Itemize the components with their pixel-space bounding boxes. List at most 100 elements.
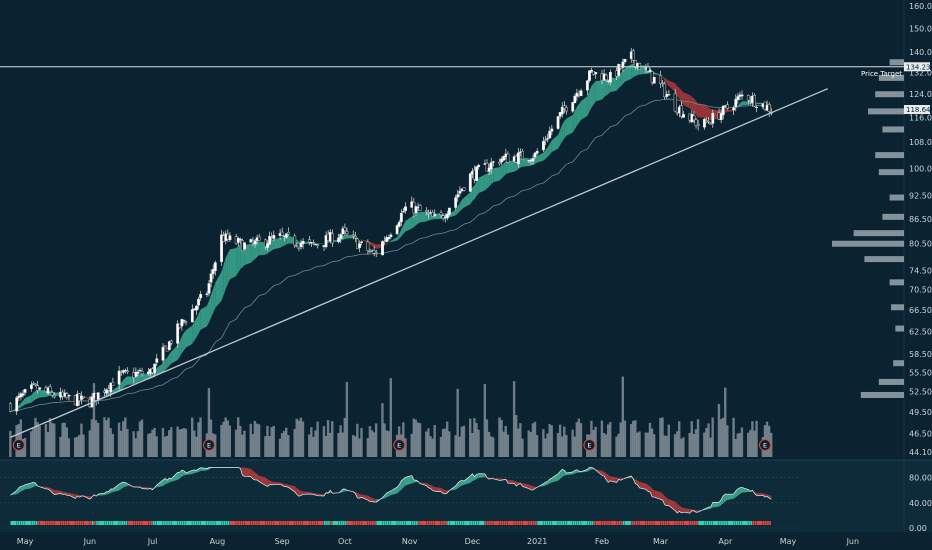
price-tick-17: 52.50 [909,388,932,397]
trend-strip-83 [252,521,255,525]
candle-body-115 [345,231,349,234]
candle-body-180 [535,151,539,154]
volume-bar-185 [550,425,553,457]
trend-strip-72 [221,521,224,525]
volume-bar-212 [632,420,635,457]
volume-bar-161 [483,383,487,457]
ema-band [10,63,772,412]
candle-body-234 [694,119,698,127]
trend-strip-71 [215,521,222,525]
price-tick-18: 49.50 [909,408,932,417]
candle-body-77 [236,238,240,243]
volume-bar-77 [236,417,240,457]
trend-strip-187 [558,521,560,525]
candle-body-205 [608,72,612,83]
trend-strip-161 [478,521,485,525]
trend-strip-164 [489,521,491,525]
trend-strip-172 [514,521,516,525]
trend-strip-139 [415,521,418,525]
ema-band-segment-190 [564,118,567,139]
volume-bar-235 [696,419,700,457]
oscillator-fill-54 [167,478,170,484]
ema-band-segment-156 [464,192,471,208]
candle-body-146 [439,212,443,216]
volume-bar-49 [153,427,156,457]
ema-band-segment-256 [756,102,763,105]
ema-band-segment-64 [196,313,199,338]
candle-body-195 [579,90,583,97]
candle-body-1 [15,397,19,412]
volume-bar-9 [36,422,39,457]
candle-body-197 [588,70,591,81]
oscillator-fill-134 [401,479,404,490]
oscillator-fill-61 [186,470,193,475]
oscillator-fill-37 [119,482,122,491]
volume-profile-bar-7 [832,240,904,247]
ema-band-segment-121 [361,239,368,243]
trend-strip-185 [549,521,552,525]
ema-band-segment-4 [20,400,23,408]
trend-strip-214 [635,521,638,525]
trend-strip-55 [169,521,172,525]
trend-strip-35 [110,521,113,525]
ema-band-segment-193 [574,106,577,130]
trend-strip-253 [750,521,753,525]
trend-strip-81 [244,521,251,525]
oscillator-fill-179 [533,486,536,491]
trend-strip-204 [606,521,608,525]
oscillator-fill-2 [16,487,19,495]
oscillator-tick-0: 80.00 [909,474,932,483]
volume-bar-249 [738,432,742,457]
trend-strip-77 [236,521,238,525]
volume-bar-45 [140,419,144,457]
volume-bar-252 [749,430,752,457]
trend-strip-78 [238,521,240,525]
candle-body-179 [533,152,537,158]
candle-body-229 [680,105,683,117]
oscillator-fill-133 [399,480,402,492]
trend-strip-217 [645,521,648,525]
volume-bar-67 [207,387,211,457]
trend-strip-150 [447,521,450,525]
trend-strip-91 [273,521,280,525]
trend-strip-40 [125,521,128,525]
oscillator-fill-250 [739,487,743,494]
trend-strip-79 [240,521,243,525]
trend-strip-142 [426,521,429,525]
candle-body-4 [21,393,25,396]
ema-band-segment-182 [543,149,546,161]
trend-strip-171 [507,521,514,525]
volume-bar-244 [724,387,727,457]
trend-strip-147 [441,521,443,525]
oscillator-fill-122 [367,495,370,502]
candle-body-86 [264,239,267,247]
ema-band-segment-115 [344,234,347,240]
candle-body-134 [402,211,405,213]
ema-band-segment-93 [282,237,285,247]
volume-bar-152 [456,388,459,457]
indicator-panel-background [0,460,932,532]
trend-strip-28 [91,521,94,525]
ema-band-segment-153 [457,202,460,214]
volume-bar-210 [623,420,627,457]
ema-band-segment-74 [225,253,228,289]
trend-strip-133 [399,521,401,525]
volume-bar-215 [638,431,641,457]
candle-body-99 [299,243,303,248]
trend-strip-148 [443,521,445,525]
oscillator-fill-243 [721,495,724,506]
earnings-marker-3 [583,439,596,451]
ema-band-segment-141 [420,211,427,223]
volume-bar-253 [751,421,754,457]
ema-band-segment-140 [418,211,421,224]
ema-band-segment-81 [244,243,251,266]
trend-strip-244 [723,521,725,525]
trend-strip-181 [537,521,544,525]
candle-body-203 [604,74,608,81]
candle-body-164 [489,162,493,170]
ema-band-segment-132 [397,233,400,241]
ema-band-segment-67 [206,300,210,327]
trend-strip-13 [48,521,50,525]
trend-strip-95 [286,521,289,525]
volume-bars [9,376,773,457]
